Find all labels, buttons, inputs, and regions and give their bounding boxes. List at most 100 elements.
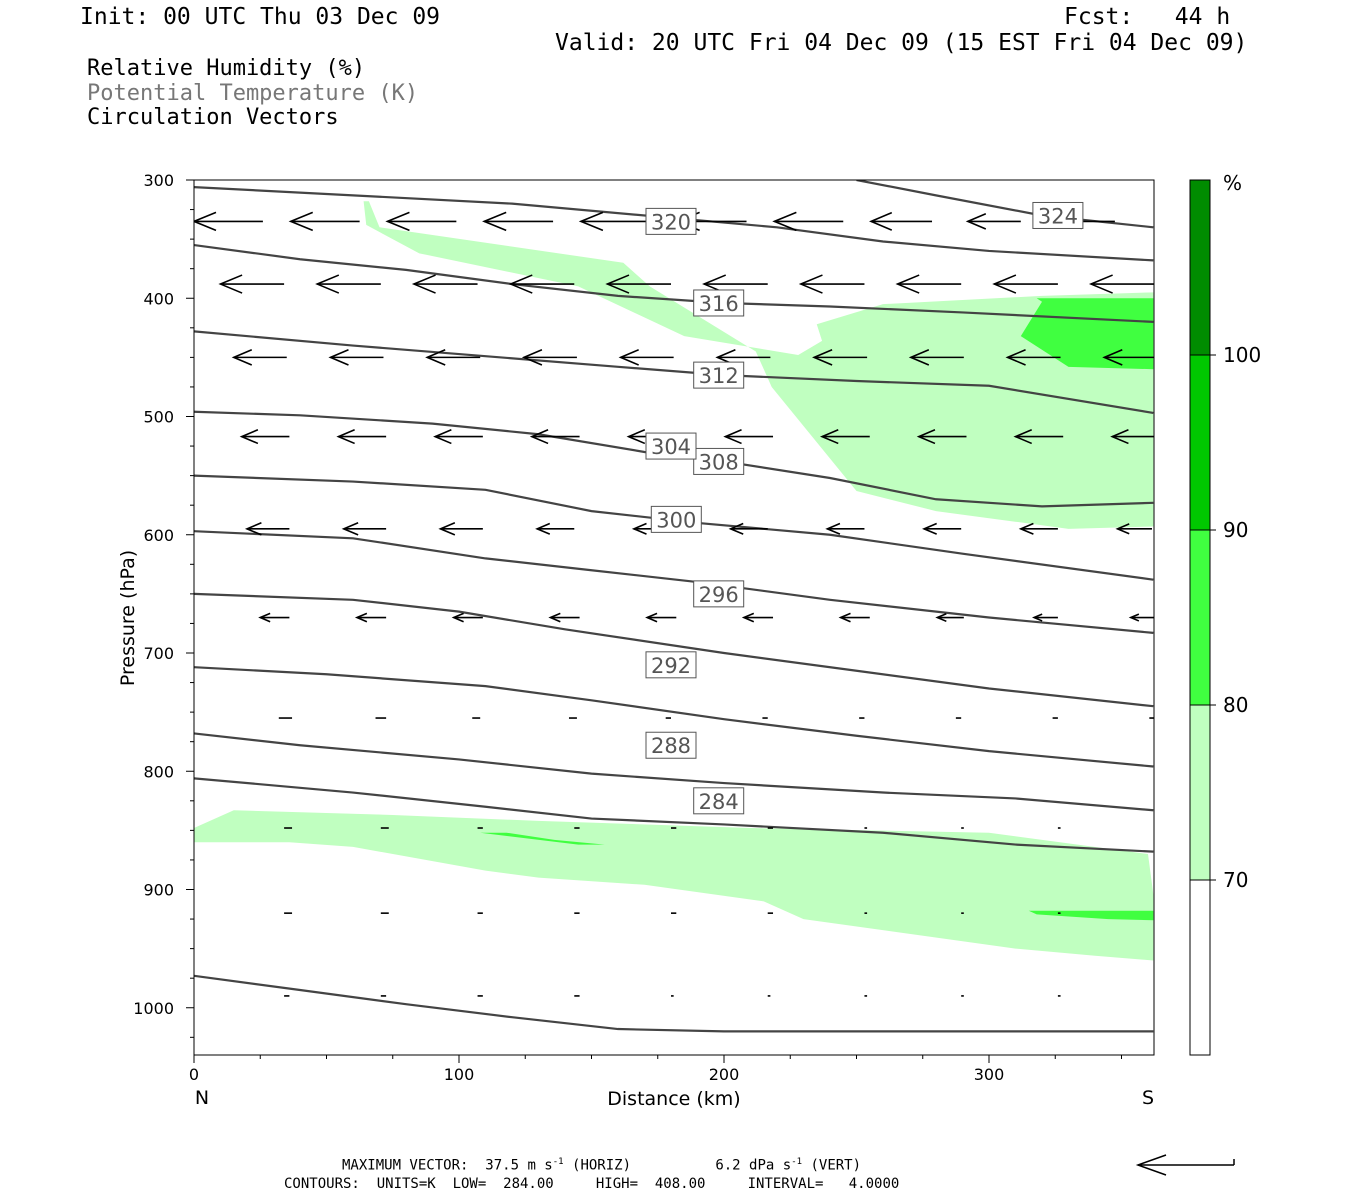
contour-labels: 324 320 316 312 308 304 300 296 292 288 284	[645, 201, 1084, 815]
vector-5-2	[451, 612, 483, 623]
vector-head	[626, 429, 646, 445]
contour-label-296: 296	[693, 580, 745, 608]
vector-5-7	[935, 612, 964, 623]
contour-label-box	[693, 289, 745, 317]
vector-1-9	[1088, 274, 1154, 294]
vector-0-1	[288, 211, 360, 232]
vector-2-4	[618, 349, 674, 366]
theta-contour-296	[194, 592, 1154, 708]
contour-label-box	[693, 787, 745, 815]
colorbar-label-100: 100	[1223, 343, 1261, 367]
colorbar-label-90: 90	[1223, 518, 1248, 542]
contour-label-text: 316	[699, 292, 739, 316]
contour-label-text: 312	[699, 364, 739, 388]
vector-1-8	[992, 274, 1058, 294]
vector-head	[1128, 613, 1140, 622]
y-tick-label: 700	[143, 644, 174, 663]
vector-0-8	[965, 213, 1021, 230]
vector-3-6	[819, 429, 870, 445]
contour-label-304: 304	[645, 432, 697, 460]
vector-head	[965, 213, 987, 230]
vector-0-4	[578, 211, 650, 232]
vector-3-2	[433, 429, 483, 445]
vector-5-6	[838, 612, 870, 623]
vector-0-6	[772, 211, 844, 232]
vector-4-7	[922, 522, 962, 535]
vector-head	[922, 522, 937, 535]
colorbar-band-3	[1190, 355, 1210, 530]
vector-head	[605, 274, 630, 294]
vector-2-6	[812, 349, 868, 366]
init-time: Init: 00 UTC Thu 03 Dec 09	[80, 4, 441, 30]
colorbar-band-4	[1190, 180, 1210, 355]
theta-contour-288	[194, 732, 1154, 812]
contour-label-box	[693, 361, 745, 389]
vector-head	[433, 429, 452, 445]
vector-0-7	[869, 211, 933, 231]
contour-label-text: 296	[699, 583, 739, 607]
legend-relative-humidity: Relative Humidity (%)	[87, 56, 366, 81]
rh-region-0	[363, 201, 1154, 529]
forecast-hour: Fcst: 44 h	[1064, 4, 1231, 30]
vector-head	[908, 349, 930, 366]
vector-head	[1209, 430, 1225, 444]
vector-head	[535, 522, 551, 535]
vector-0-10	[1154, 215, 1177, 229]
contour-label-box	[650, 505, 702, 533]
vector-head	[825, 522, 841, 535]
vector-head	[578, 211, 604, 232]
vector-5-4	[645, 612, 677, 623]
vector-2-1	[328, 349, 384, 366]
vector-head	[328, 349, 349, 366]
vector-1-11	[1154, 275, 1306, 293]
vector-4-12	[1154, 524, 1350, 533]
x-axis: 0 100 200 300	[189, 1055, 1122, 1084]
vector-4-2	[438, 522, 483, 536]
contour-label-316: 316	[693, 289, 745, 317]
y-tick-label: 800	[143, 762, 174, 781]
vector-head	[508, 274, 533, 294]
vector-head	[244, 522, 262, 536]
contour-label-box	[1032, 201, 1084, 229]
vector-head	[916, 429, 936, 445]
vector-head	[1110, 429, 1129, 445]
vector-1-4	[605, 274, 671, 294]
vector-head	[1115, 523, 1130, 535]
vector-head	[1088, 274, 1113, 294]
y-tick-label: 400	[143, 289, 174, 308]
vector-1-12	[1154, 275, 1350, 293]
vector-head	[218, 274, 243, 294]
contour-label-box	[645, 432, 697, 460]
vector-head	[1258, 215, 1273, 228]
contour-label-box	[693, 447, 745, 475]
vector-head	[812, 349, 833, 366]
vector-head	[645, 612, 658, 623]
vector-5-1	[354, 612, 387, 623]
vector-5-9	[1128, 613, 1154, 622]
vector-head	[798, 274, 823, 294]
vector-head	[741, 612, 755, 623]
vector-2-7	[908, 349, 964, 366]
theta-contour-320	[194, 185, 1154, 262]
vector-head	[838, 612, 851, 623]
vector-0-2	[385, 211, 457, 232]
legend-potential-temperature: Potential Temperature (K)	[87, 81, 419, 106]
plot-frame	[193, 179, 1155, 1056]
vector-0-11	[1154, 215, 1273, 228]
vector-head	[1298, 350, 1316, 365]
vector-5-11	[1154, 614, 1331, 620]
vector-head	[529, 429, 549, 445]
vector-head	[315, 274, 340, 294]
x-axis-left-end-label: N	[195, 1087, 209, 1109]
y-tick-label: 300	[143, 171, 174, 190]
vector-2-8	[1005, 349, 1061, 366]
x-tick-label: 200	[709, 1065, 740, 1084]
vector-head	[341, 522, 359, 536]
vector-1-6	[798, 274, 865, 294]
contour-label-320: 320	[645, 207, 697, 235]
vector-head	[1306, 430, 1322, 444]
vector-5-12	[1154, 614, 1350, 620]
theta-contour-300	[194, 530, 1154, 634]
contours-info: CONTOURS: UNITS=K LOW= 284.00 HIGH= 408.…	[284, 1176, 900, 1192]
